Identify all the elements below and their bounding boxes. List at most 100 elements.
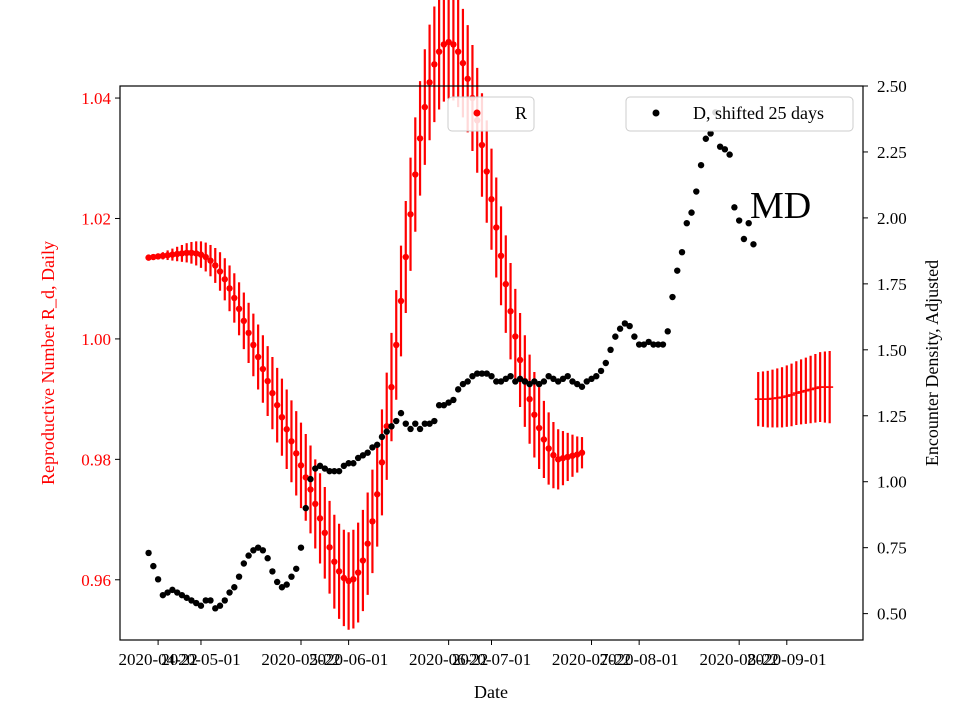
d-point [354, 454, 362, 462]
d-point [688, 209, 695, 216]
d-point [150, 562, 157, 570]
d-point [197, 602, 205, 609]
y-left-tick-label: 0.96 [81, 571, 111, 590]
d-point [469, 372, 476, 380]
x-tick-label: 2020-04-22 [118, 650, 197, 669]
d-point [745, 219, 752, 227]
d-point [669, 293, 676, 301]
d-point [402, 420, 409, 427]
d-point [178, 591, 186, 599]
y-right-tick-label: 1.75 [877, 275, 907, 294]
x-tick-label: 2020-07-01 [452, 650, 531, 669]
d-point [369, 444, 376, 451]
r-point [259, 365, 267, 373]
d-point [169, 586, 176, 594]
d-point [650, 341, 657, 348]
d-point [740, 235, 748, 243]
d-point [612, 333, 619, 340]
r-point [254, 353, 262, 361]
r-point [235, 305, 243, 313]
y-left-tick-label: 0.98 [81, 450, 111, 469]
x-tick-label: 2020-09-01 [747, 650, 826, 669]
d-point [264, 555, 271, 562]
x-tick-label: 2020-06-22 [409, 650, 488, 669]
d-point [507, 372, 514, 380]
x-tick-label: 2020-05-01 [161, 650, 240, 669]
r-point [250, 341, 257, 349]
r-point [269, 389, 276, 397]
r-point [540, 436, 548, 443]
r-point [169, 251, 176, 258]
d-point [593, 372, 600, 380]
d-point [431, 417, 438, 425]
d-point [526, 380, 533, 388]
r-point [288, 438, 295, 445]
r-point [164, 252, 171, 259]
r-point [154, 253, 162, 260]
d-point [378, 433, 386, 441]
d-point [683, 219, 690, 227]
d-point [426, 420, 433, 427]
d-point [212, 605, 219, 612]
x-tick-label: 2020-07-22 [552, 650, 631, 669]
d-point [478, 370, 486, 377]
x-tick-label: 2020-08-01 [599, 650, 678, 669]
d-point [583, 378, 590, 385]
d-point [550, 375, 557, 383]
d-point [540, 378, 548, 385]
d-point [645, 338, 652, 346]
d-point [512, 378, 519, 385]
r-point [497, 252, 505, 260]
d-point [440, 402, 448, 409]
r-point [307, 486, 314, 493]
r-point [159, 252, 167, 260]
d-point [578, 383, 586, 390]
r-point [264, 377, 271, 385]
d-point [159, 591, 167, 599]
r-point [507, 308, 514, 315]
d-point [154, 576, 162, 583]
d-point [697, 161, 705, 169]
r-point [364, 540, 371, 547]
x-axis-label: Date [474, 682, 508, 702]
r-point [412, 171, 419, 178]
right-y-axis-label: Encounter Density, Adjusted [922, 260, 942, 466]
d-point [450, 396, 457, 404]
d-point [602, 359, 610, 367]
r-point [326, 544, 333, 551]
r-point [335, 568, 343, 575]
d-point [393, 417, 400, 425]
r-point [293, 450, 300, 457]
d-point [216, 602, 224, 609]
d-point [373, 441, 381, 448]
r-point [450, 41, 457, 48]
r-point [173, 250, 181, 258]
r-point [350, 575, 357, 583]
d-point [421, 420, 429, 427]
d-point [164, 589, 171, 596]
d-point [293, 565, 300, 572]
d-point [574, 380, 581, 388]
d-point [459, 380, 467, 388]
d-point [464, 378, 471, 385]
d-point [616, 325, 624, 332]
r-point [488, 196, 495, 203]
r-point [316, 515, 324, 522]
d-point [454, 386, 462, 393]
legend-r-box [447, 96, 535, 132]
r-point [393, 341, 400, 349]
d-point [345, 460, 352, 467]
d-point [497, 378, 505, 385]
r-point [312, 500, 319, 508]
d-point [278, 584, 286, 591]
y-left-tick-label: 1.02 [81, 209, 111, 228]
d-point [721, 146, 729, 153]
r-point [226, 285, 233, 292]
d-point [693, 188, 700, 195]
d-point [621, 320, 629, 327]
d-point [250, 547, 257, 554]
d-point [383, 428, 390, 435]
d-point [659, 341, 667, 348]
d-point [245, 552, 252, 559]
